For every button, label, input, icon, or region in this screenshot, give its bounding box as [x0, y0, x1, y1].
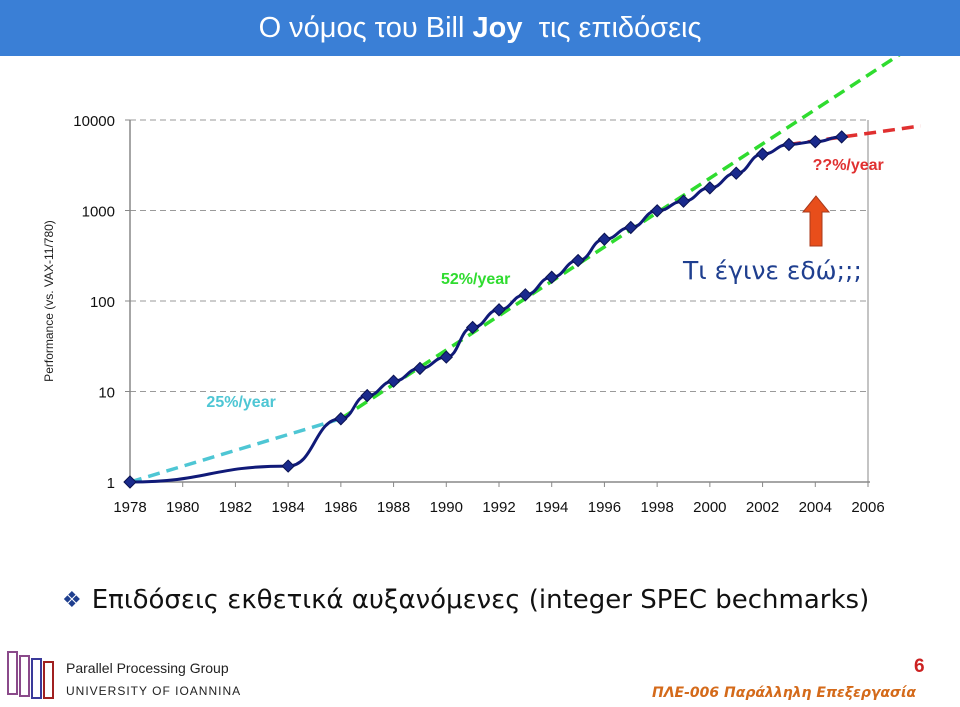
data-point-marker — [545, 270, 559, 284]
data-point-marker — [360, 388, 374, 403]
x-tick-label: 1990 — [430, 499, 463, 516]
y-axis-label: Performance (vs. VAX-11/780) — [42, 220, 56, 382]
y-tick-label: 1000 — [82, 204, 115, 221]
group-logo-icon — [7, 651, 54, 699]
x-tick-label: 1996 — [588, 499, 621, 516]
trend-line-52-label: 52%/year — [441, 271, 510, 288]
trend-line-52 — [339, 56, 901, 421]
performance-line — [129, 135, 842, 484]
data-point-marker — [439, 350, 453, 364]
trend-line-25-label: 25%/year — [206, 394, 275, 411]
data-point-marker — [492, 303, 506, 317]
data-point-marker — [624, 220, 638, 235]
data-point-marker — [571, 253, 585, 268]
annotation-question: Τι έγινε εδώ;;; — [682, 256, 862, 285]
x-tick-label: 1988 — [377, 499, 410, 516]
x-tick-label: 1978 — [113, 499, 146, 516]
data-point-marker — [334, 412, 348, 426]
page-number: 6 — [914, 656, 925, 677]
data-point-marker — [413, 361, 427, 376]
data-point-marker — [676, 194, 691, 208]
x-tick-label: 1984 — [271, 499, 304, 516]
y-tick-labels: 1 10 100 1000 10000 — [73, 113, 115, 492]
title-bar: Ο νόμος του Bill Joy τις επιδόσεις — [0, 0, 960, 56]
trend-line-unknown-label: ??%/year — [813, 157, 884, 174]
data-point-marker — [834, 130, 849, 144]
x-tick-label: 1986 — [324, 499, 357, 516]
y-tick-label: 10000 — [73, 113, 115, 130]
y-tick-label: 1 — [107, 475, 115, 492]
data-point-marker — [518, 288, 533, 302]
data-point-marker — [782, 137, 796, 152]
data-point-marker — [808, 134, 822, 149]
x-tick-label: 2002 — [746, 499, 779, 516]
grid-layer — [125, 119, 868, 483]
x-tick-label: 1992 — [482, 499, 515, 516]
data-point-marker — [729, 166, 743, 180]
x-tick-label: 1982 — [219, 499, 252, 516]
trend-labels: 25%/year 52%/year ??%/year — [206, 157, 883, 411]
data-point-marker — [465, 320, 480, 335]
data-point-marker — [755, 147, 770, 161]
data-point-marker — [123, 475, 137, 489]
data-point-marker — [650, 204, 664, 218]
x-tick-label: 2004 — [799, 499, 832, 516]
bullet-line: ❖ Επιδόσεις εκθετικά αυξανόμενες (intege… — [62, 582, 869, 618]
x-tick-label: 2000 — [693, 499, 726, 516]
x-tick-labels: 1978 1980 1982 1984 1986 1988 1990 1992 1994 1996… — [113, 482, 885, 516]
page-title-bold: Joy — [472, 11, 523, 44]
data-point-marker — [386, 374, 401, 388]
diamond-bullet-icon: ❖ — [62, 587, 82, 613]
x-tick-label: 2006 — [851, 499, 884, 516]
x-tick-label: 1980 — [166, 499, 199, 516]
bullet-text: Επιδόσεις εκθετικά αυξανόμενες (integer … — [91, 585, 870, 615]
y-tick-label: 10 — [98, 385, 115, 402]
group-name: Parallel Processing Group — [66, 660, 229, 676]
performance-chart: 1 10 100 1000 10000 1978 1980 1982 1984 1986 1988… — [42, 56, 921, 516]
arrow-up-icon — [801, 195, 831, 247]
data-point-marker — [281, 459, 295, 473]
footer: Parallel Processing Group UNIVERSITY OF … — [0, 648, 960, 707]
data-point-marker — [597, 232, 612, 246]
course-name: ΠΛΕ-006 Παράλληλη Επεξεργασία — [652, 685, 917, 701]
x-tick-label: 1998 — [640, 499, 673, 516]
x-tick-label: 1994 — [535, 499, 568, 516]
series-layer — [123, 130, 849, 489]
page-title: Ο νόμος του Bill Joy τις επιδόσεις — [258, 11, 702, 44]
data-point-marker — [703, 181, 717, 195]
y-tick-label: 100 — [90, 294, 115, 311]
university-name: UNIVERSITY OF IOANNINA — [66, 684, 242, 698]
